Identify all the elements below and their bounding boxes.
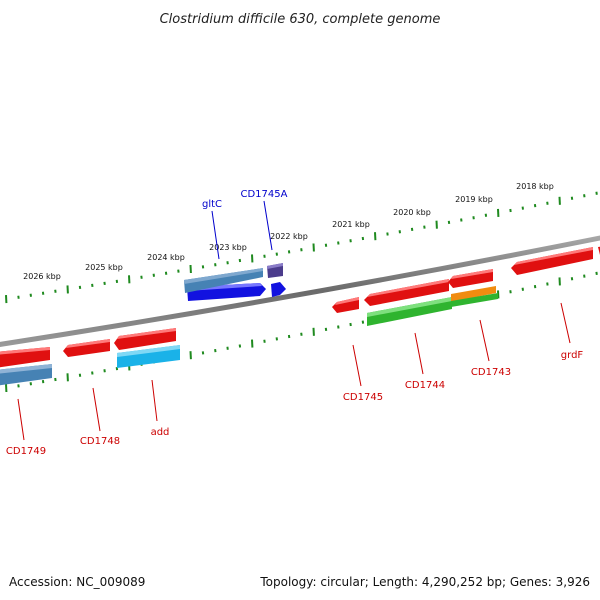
- gene-label-CD1743[interactable]: CD1743: [471, 367, 511, 378]
- label-leaders: [17, 200, 571, 441]
- map-title: Clostridium difficile 630, complete geno…: [160, 12, 441, 27]
- gene-label-CD1745A[interactable]: CD1745A: [241, 189, 288, 200]
- gene-CD1745-red-feature[interactable]: [332, 297, 359, 313]
- accession-text: Accession: NC_009089: [9, 575, 145, 589]
- leader-grdF: [560, 302, 571, 344]
- gene-CD1743-red-feature[interactable]: [448, 269, 493, 288]
- leader-CD1744: [414, 332, 424, 375]
- gene-label-CD1749[interactable]: CD1749: [6, 446, 46, 457]
- gene-CD1749-steelblue-feature[interactable]: [0, 364, 52, 386]
- scale-label: 2023 kbp: [209, 243, 247, 252]
- scale-label: 2021 kbp: [332, 220, 370, 229]
- scale-label: 2020 kbp: [393, 208, 431, 217]
- gene-label-CD1748[interactable]: CD1748: [80, 436, 120, 447]
- forward-strand-features: [184, 246, 600, 301]
- gene-label-CD1744[interactable]: CD1744: [405, 380, 445, 391]
- leader-CD1749: [17, 398, 25, 441]
- gene-CD1744-red-feature[interactable]: [364, 279, 449, 306]
- gene-CD1744-green-feature[interactable]: [367, 297, 452, 326]
- scale-label: 2019 kbp: [455, 195, 493, 204]
- scale-label: 2018 kbp: [516, 182, 554, 191]
- leader-CD1743: [479, 319, 490, 362]
- gene-CD1743-orange-feature[interactable]: [451, 286, 496, 302]
- gene-label-grdF[interactable]: grdF: [561, 350, 584, 361]
- gene-label-CD1745[interactable]: CD1745: [343, 392, 383, 403]
- outer-scale-ring: [5, 191, 598, 304]
- leader-CD1745: [352, 344, 362, 387]
- leader-CD1745A: [263, 200, 273, 251]
- scale-label: 2025 kbp: [85, 263, 123, 272]
- scale-label: 2022 kbp: [270, 232, 308, 241]
- gene-add-red-feature[interactable]: [114, 328, 176, 350]
- reverse-strand-features: [0, 247, 593, 386]
- gene-label-add[interactable]: add: [151, 427, 170, 438]
- genome-backbone: [0, 235, 600, 347]
- gene-CD1745A-blue-feature[interactable]: [271, 282, 286, 297]
- gene-CD1745A-purple-feature[interactable]: [267, 263, 283, 278]
- gene-add-cyan-feature[interactable]: [117, 345, 180, 368]
- gene-CD1749-red-feature[interactable]: [0, 347, 50, 368]
- gene-CD1743-green-feature[interactable]: [451, 293, 498, 307]
- gene-CD1748-red-feature[interactable]: [63, 339, 110, 357]
- scale-label: 2024 kbp: [147, 253, 185, 262]
- gene-gltC-steelblue-feature[interactable]: [184, 268, 263, 293]
- leader-add: [151, 379, 158, 422]
- leader-CD1748: [92, 387, 101, 432]
- scale-label: 2026 kbp: [23, 272, 61, 281]
- scale-labels: 2026 kbp 2025 kbp 2024 kbp 2023 kbp 2022…: [23, 182, 554, 281]
- topology-summary-text: Topology: circular; Length: 4,290,252 bp…: [259, 575, 590, 589]
- gene-labels: gltC CD1745A CD1749 CD1748 add CD1745 CD…: [6, 189, 584, 457]
- gene-grdF-red-feature[interactable]: [511, 247, 593, 275]
- leader-gltC: [211, 210, 220, 260]
- gene-label-gltC[interactable]: gltC: [202, 199, 222, 210]
